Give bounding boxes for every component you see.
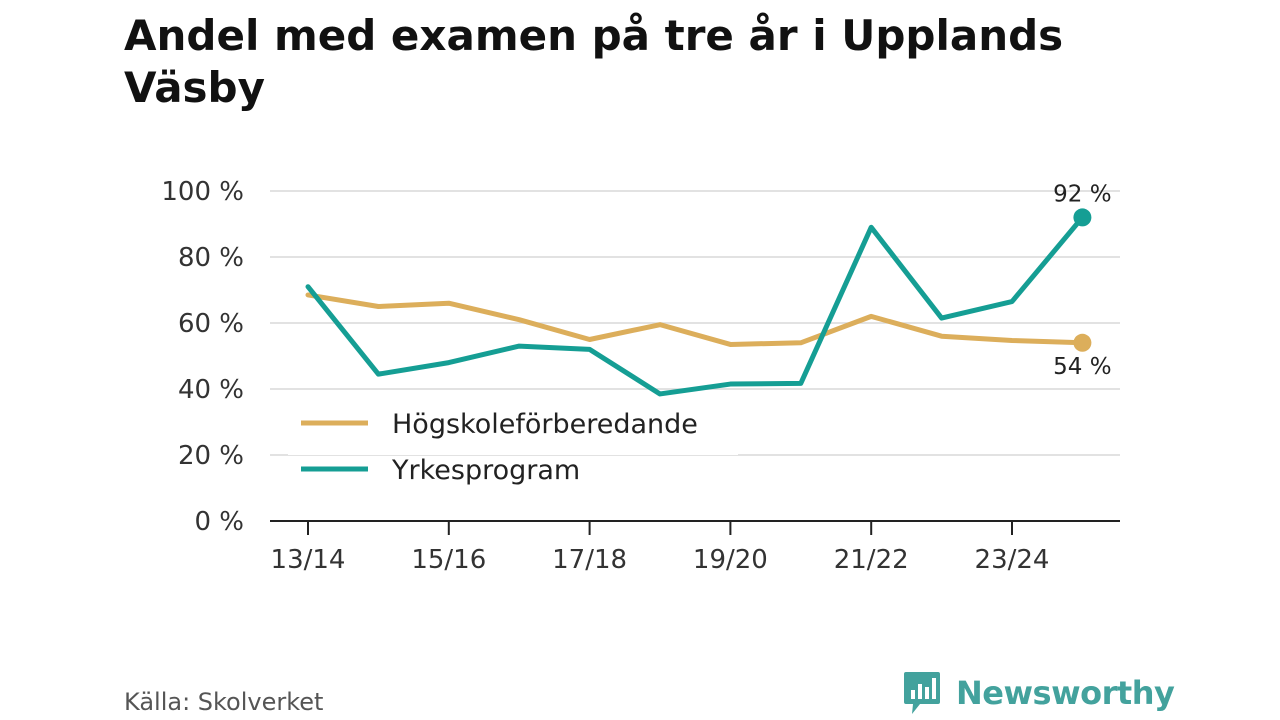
x-axis-ticks: 13/14 15/16 17/18 19/20 21/22 23/24 xyxy=(271,521,1050,575)
x-tick-label: 23/24 xyxy=(975,545,1050,575)
brand-name: Newsworthy xyxy=(956,674,1175,712)
series-lines xyxy=(305,214,1085,397)
x-tick-label: 17/18 xyxy=(552,545,627,575)
y-tick-label: 100 % xyxy=(161,177,244,207)
y-tick-label: 0 % xyxy=(194,507,244,537)
newsworthy-logo: Newsworthy xyxy=(902,668,1175,718)
y-tick-label: 60 % xyxy=(178,309,244,339)
x-tick-label: 21/22 xyxy=(834,545,909,575)
y-tick-label: 80 % xyxy=(178,243,244,273)
legend-label-yrkesprogram: Yrkesprogram xyxy=(391,455,580,486)
end-value-label: 54 % xyxy=(1053,354,1111,380)
source-note: Källa: Skolverket xyxy=(124,688,324,716)
x-tick-label: 19/20 xyxy=(693,545,768,575)
end-point-0 xyxy=(1073,333,1092,352)
bar-chart-bubble-icon xyxy=(904,672,940,714)
legend: Högskoleförberedande Yrkesprogram xyxy=(288,397,738,486)
chart-title: Andel med examen på tre år i Upplands Vä… xyxy=(124,11,1064,112)
series-line-yrkesprogram xyxy=(305,214,1085,397)
end-point-1 xyxy=(1073,208,1092,227)
x-tick-label: 15/16 xyxy=(411,545,486,575)
y-axis-labels: 0 % 20 % 40 % 60 % 80 % 100 % xyxy=(161,177,244,537)
x-tick-label: 13/14 xyxy=(271,545,346,575)
end-markers: 54 % 92 % xyxy=(1053,181,1111,379)
y-tick-label: 20 % xyxy=(178,441,244,471)
series-line-h-gskolef-rberedande xyxy=(305,292,1085,347)
legend-label-hogskoleforberedande: Högskoleförberedande xyxy=(392,409,698,440)
legend-background xyxy=(288,397,738,455)
y-tick-label: 40 % xyxy=(178,375,244,405)
end-value-label: 92 % xyxy=(1053,181,1111,207)
